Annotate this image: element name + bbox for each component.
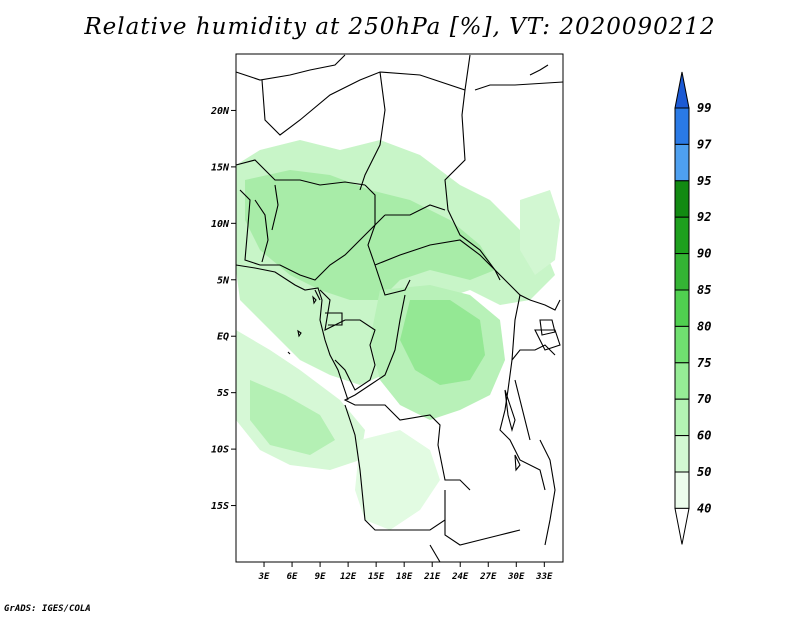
border-line <box>514 379 531 441</box>
map-frame <box>235 53 564 563</box>
border-line <box>359 71 386 191</box>
colorbar-level-label: 90 <box>697 247 711 261</box>
lake-outline <box>514 454 521 472</box>
lat-tick-label: 20N <box>210 106 230 117</box>
lon-tick-label: 15E <box>368 572 385 582</box>
border-line <box>444 520 521 546</box>
coastline <box>529 64 549 76</box>
border-line <box>364 184 411 296</box>
border-line <box>429 544 441 563</box>
colorbar-level-label: 80 <box>697 319 711 333</box>
colorbar-level-label: 97 <box>697 137 712 151</box>
lat-tick-label: 10N <box>211 219 230 230</box>
border-line <box>534 329 561 351</box>
border-line <box>235 159 366 186</box>
lake-outline <box>504 389 516 433</box>
colorbar-level-label: 99 <box>697 101 711 115</box>
border-line <box>239 189 386 281</box>
colorbar-segment <box>674 180 690 218</box>
lon-tick-label: 30E <box>507 572 525 582</box>
lon-tick-label: 9E <box>315 572 326 582</box>
island <box>297 329 302 338</box>
colorbar-segment <box>674 471 690 509</box>
coastline <box>235 264 349 401</box>
lon-tick-label: 12E <box>340 572 357 582</box>
border-line <box>235 54 346 81</box>
border-line <box>499 294 546 491</box>
border-line <box>319 289 376 391</box>
lat-tick-label: 15S <box>211 501 229 512</box>
country-borders <box>235 54 564 563</box>
border-line <box>539 439 556 546</box>
lake-outline <box>539 319 556 336</box>
colorbar-level-label: 75 <box>697 356 711 370</box>
colorbar-segment <box>674 325 690 364</box>
longitude-axis: 3E 6E 9E 12E 15E 18E 21E 24E 27E 30E 33E <box>258 562 553 582</box>
colorbar-level-label: 85 <box>697 283 711 297</box>
lat-tick-label: 5S <box>217 388 229 399</box>
border-line <box>444 89 501 281</box>
coastline <box>314 289 321 301</box>
border-line <box>529 299 561 311</box>
colorbar-segment <box>674 253 690 291</box>
colorbar-segment <box>674 398 690 437</box>
border-line <box>474 81 564 91</box>
lon-tick-label: 3E <box>258 572 270 582</box>
colorbar-level-label: 60 <box>697 429 711 443</box>
lon-tick-label: 21E <box>423 572 441 582</box>
border-line <box>344 404 446 531</box>
border-line <box>374 239 531 301</box>
humidity-band-southwest-inner <box>250 380 335 455</box>
lon-tick-label: 33E <box>535 572 553 582</box>
border-line <box>343 294 471 491</box>
colorbar-level-label: 50 <box>697 465 711 479</box>
border-line <box>325 312 343 326</box>
colorbar-segment <box>674 216 690 255</box>
chart-title: Relative humidity at 250hPa [%], VT: 202… <box>84 14 716 40</box>
colorbar-segment <box>674 435 690 473</box>
lon-tick-label: 24E <box>451 572 469 582</box>
humidity-shading <box>236 140 560 530</box>
colorbar-level-label: 95 <box>697 174 711 188</box>
colorbar-segment <box>674 289 690 327</box>
border-line <box>254 199 269 263</box>
lon-tick-label: 6E <box>287 572 298 582</box>
border-line <box>261 54 471 136</box>
colorbar-level-label: 70 <box>697 392 711 406</box>
humidity-band-congo-inner <box>400 300 485 385</box>
lat-tick-label: EQ <box>217 332 229 343</box>
island <box>312 295 317 305</box>
colorbar: 99 97 95 92 90 85 80 75 70 60 50 40 <box>674 71 712 545</box>
humidity-band-north-inner <box>245 170 495 300</box>
border-line <box>511 344 556 361</box>
colorbar-segment <box>674 107 690 145</box>
lat-tick-label: 10S <box>211 445 229 456</box>
colorbar-level-label: 40 <box>697 501 711 515</box>
latitude-axis: 20N 15N 10N 5N EQ 5S 10S 15S <box>210 106 236 512</box>
colorbar-segment <box>674 143 690 182</box>
colorbar-arrow-top <box>674 71 690 109</box>
lat-tick-label: 5N <box>217 275 230 286</box>
border-line <box>271 184 279 231</box>
colorbar-arrow-bottom <box>674 507 690 545</box>
lon-tick-label: 27E <box>479 572 497 582</box>
border-line <box>385 204 446 216</box>
humidity-band-south <box>355 430 440 530</box>
grads-credit: GrADS: IGES/COLA <box>4 604 91 614</box>
island <box>287 351 291 355</box>
lon-tick-label: 18E <box>396 572 413 582</box>
humidity-band-east <box>520 190 560 275</box>
lat-tick-label: 15N <box>211 162 230 173</box>
colorbar-segment <box>674 362 690 400</box>
colorbar-level-label: 92 <box>697 210 711 224</box>
